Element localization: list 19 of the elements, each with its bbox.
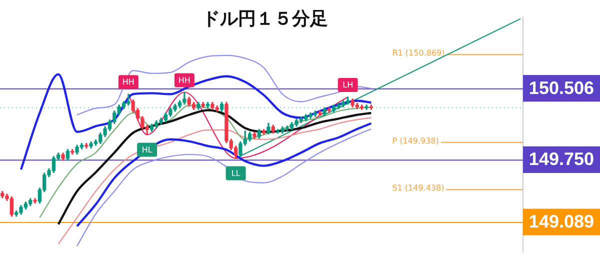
y-tick-label: 150.506: [528, 78, 594, 98]
line-series: [76, 54, 372, 116]
y-tick-label: 149.750: [528, 149, 594, 170]
line-series: [76, 128, 372, 247]
line-series: [76, 122, 372, 228]
data-label: LH: [342, 80, 354, 90]
line-series: [128, 92, 348, 159]
line-series: [58, 117, 372, 245]
y-tick-label: 149.089: [528, 211, 594, 232]
data-label: HH: [122, 78, 134, 87]
chart-title: ドル円１５分足: [202, 8, 328, 30]
candlestick: [364, 104, 368, 110]
ref-line-label: P (149.938): [392, 136, 439, 146]
ref-line-label: R1 (150.869): [392, 48, 445, 58]
data-label: LL: [231, 168, 241, 178]
data-label: HL: [142, 145, 153, 154]
ref-line-label: S1 (149.438): [392, 184, 444, 193]
line-series: [20, 73, 372, 171]
data-label: HH: [178, 76, 190, 85]
